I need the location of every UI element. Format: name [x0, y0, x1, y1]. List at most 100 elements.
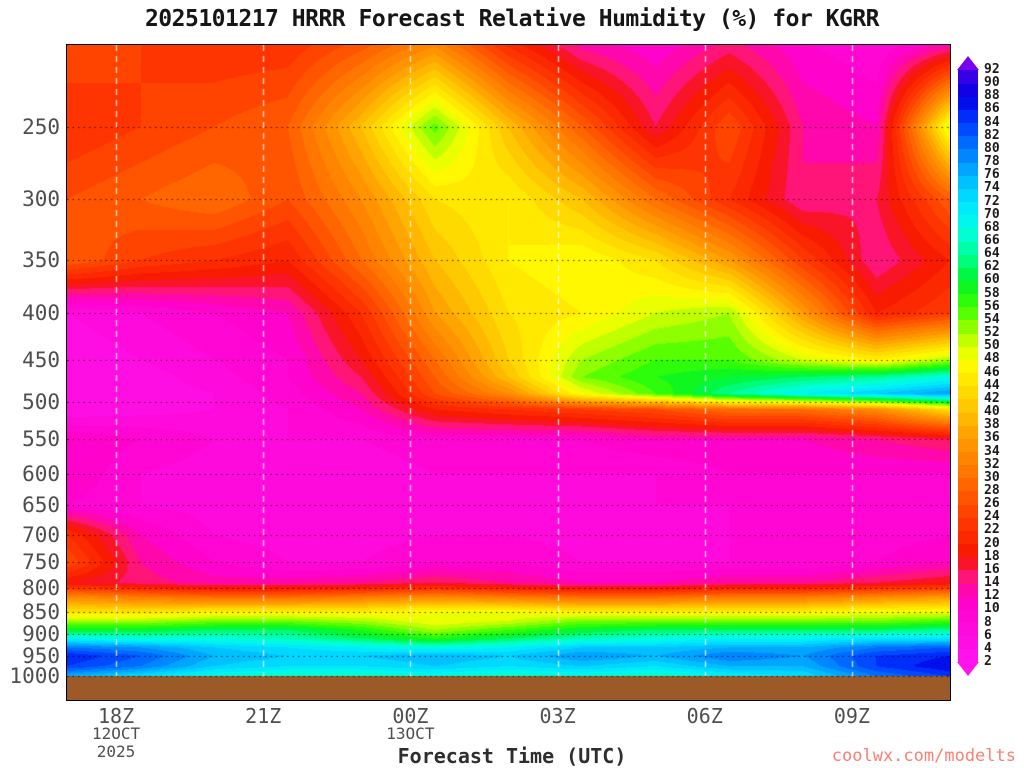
y-tick-label: 450 — [22, 347, 60, 372]
colorbar-cell — [958, 346, 978, 360]
colorbar-cell — [958, 451, 978, 466]
colorbar-cell — [958, 241, 978, 255]
y-tick-label: 300 — [22, 187, 60, 212]
x-axis-title: Forecast Time (UTC) — [397, 744, 627, 768]
x-tick-date-label: 12OCT — [91, 724, 141, 743]
y-tick-label: 650 — [22, 493, 60, 518]
y-tick-label: 950 — [22, 643, 60, 668]
colorbar-tick-label: 2 — [984, 654, 992, 669]
colorbar-cell — [958, 517, 978, 531]
colorbar-tick-label: 16 — [984, 561, 1000, 577]
y-tick-label: 400 — [22, 301, 60, 326]
y-tick-label: 500 — [22, 389, 60, 414]
colorbar-cell — [958, 306, 978, 321]
colorbar-tick-label: 34 — [984, 443, 1000, 459]
colorbar-tick-label: 22 — [984, 522, 1000, 538]
y-tick-label: 750 — [22, 550, 60, 575]
x-axis-tick-labels: 18Z 12OCT 2025 21Z 00Z 13OCT 03Z 06Z 09Z — [0, 704, 1024, 768]
colorbar-tick-label: 74 — [984, 180, 1000, 196]
colorbar-tick-label: 82 — [984, 127, 1000, 143]
colorbar-below-min-arrow — [957, 662, 979, 676]
colorbar-tick-label: 40 — [984, 404, 1000, 420]
colorbar-cell — [958, 385, 978, 400]
colorbar-tick-label: 84 — [984, 114, 1000, 130]
y-tick-label: 600 — [22, 461, 60, 486]
y-tick-label: 700 — [22, 522, 60, 547]
y-tick-label: 850 — [22, 599, 60, 624]
y-tick-label: 800 — [22, 575, 60, 600]
colorbar-cell — [958, 425, 978, 439]
x-tick-date-label: 2025 — [96, 742, 136, 761]
colorbar-tick-label: 26 — [984, 496, 1000, 512]
y-tick-label: 900 — [22, 622, 60, 647]
colorbar-cell — [958, 254, 978, 268]
colorbar-cell — [958, 201, 978, 216]
colorbar-tick-label: 90 — [984, 75, 1000, 91]
colorbar-cell — [958, 83, 978, 97]
colorbar-tick-label: 62 — [984, 259, 1000, 275]
colorbar-tick-label: 32 — [984, 456, 1000, 472]
colorbar-cell — [958, 596, 978, 610]
colorbar-tick-label: 68 — [984, 219, 1000, 235]
colorbar-cell — [958, 96, 978, 110]
colorbar-tick-label: 52 — [984, 325, 1000, 341]
colorbar-tick-label: 70 — [984, 206, 1000, 222]
colorbar-cell — [958, 635, 978, 650]
colorbar-tick-label: 12 — [984, 588, 1000, 604]
colorbar-cell — [958, 398, 978, 413]
colorbar-tick-label: 42 — [984, 390, 1000, 406]
colorbar-tick-label: 48 — [984, 351, 1000, 367]
x-tick-date-label: 13OCT — [386, 724, 435, 743]
colorbar-cell — [958, 490, 978, 505]
colorbar-tick-label: 78 — [984, 154, 1000, 170]
colorbar-cell — [958, 135, 978, 150]
x-tick-label: 21Z — [245, 704, 282, 728]
colorbar-tick-label: 86 — [984, 101, 1000, 117]
colorbar-cell — [958, 622, 978, 637]
colorbar-tick-label: 44 — [984, 377, 1000, 393]
y-tick-label: 350 — [22, 248, 60, 273]
colorbar-tick-label: 30 — [984, 469, 1000, 485]
colorbar-cell — [958, 530, 978, 545]
colorbar-tick-label: 54 — [984, 311, 1000, 327]
colorbar-cell — [958, 477, 978, 492]
colorbar-cell — [958, 412, 978, 426]
colorbar-tick-label: 60 — [984, 272, 1000, 288]
colorbar-tick-label: 18 — [984, 548, 1000, 564]
colorbar-cell — [958, 109, 978, 124]
colorbar-tick-label: 92 — [984, 62, 1000, 77]
colorbar-cell — [958, 227, 978, 242]
colorbar-tick-label: 4 — [984, 640, 992, 656]
colorbar-cell — [958, 319, 978, 334]
colorbar-tick-label: 46 — [984, 364, 1000, 380]
colorbar-tick-label: 80 — [984, 140, 1000, 156]
colorbar-cell — [958, 148, 978, 163]
colorbar-cell — [958, 464, 978, 479]
x-tick-label: 00Z — [392, 704, 429, 728]
colorbar-cell — [958, 214, 978, 229]
colorbar-tick-label: 64 — [984, 246, 1000, 262]
x-tick-label: 03Z — [539, 704, 576, 728]
watermark-link[interactable]: coolwx.com/modelts — [831, 746, 1016, 766]
colorbar-above-max-arrow — [957, 56, 979, 70]
colorbar-tick-label: 24 — [984, 509, 1000, 525]
colorbar-cell — [958, 583, 978, 597]
y-tick-label: 1000 — [9, 664, 60, 689]
colorbar-cell — [958, 70, 978, 84]
colorbar-tick-label: 38 — [984, 417, 1000, 433]
colorbar-cell — [958, 556, 978, 571]
colorbar-cell — [958, 280, 978, 295]
heatmap-canvas — [67, 45, 950, 700]
colorbar-cell — [958, 162, 978, 176]
colorbar-cell — [958, 438, 978, 452]
colorbar-cell — [958, 648, 978, 663]
colorbar-cell — [958, 267, 978, 281]
colorbar-tick-label: 56 — [984, 298, 1000, 314]
x-tick-label: 18Z — [97, 704, 135, 728]
colorbar-cell — [958, 333, 978, 347]
x-tick-label: 09Z — [833, 704, 870, 728]
colorbar-tick-label: 14 — [984, 575, 1000, 591]
colorbar-tick-label: 72 — [984, 193, 1000, 209]
